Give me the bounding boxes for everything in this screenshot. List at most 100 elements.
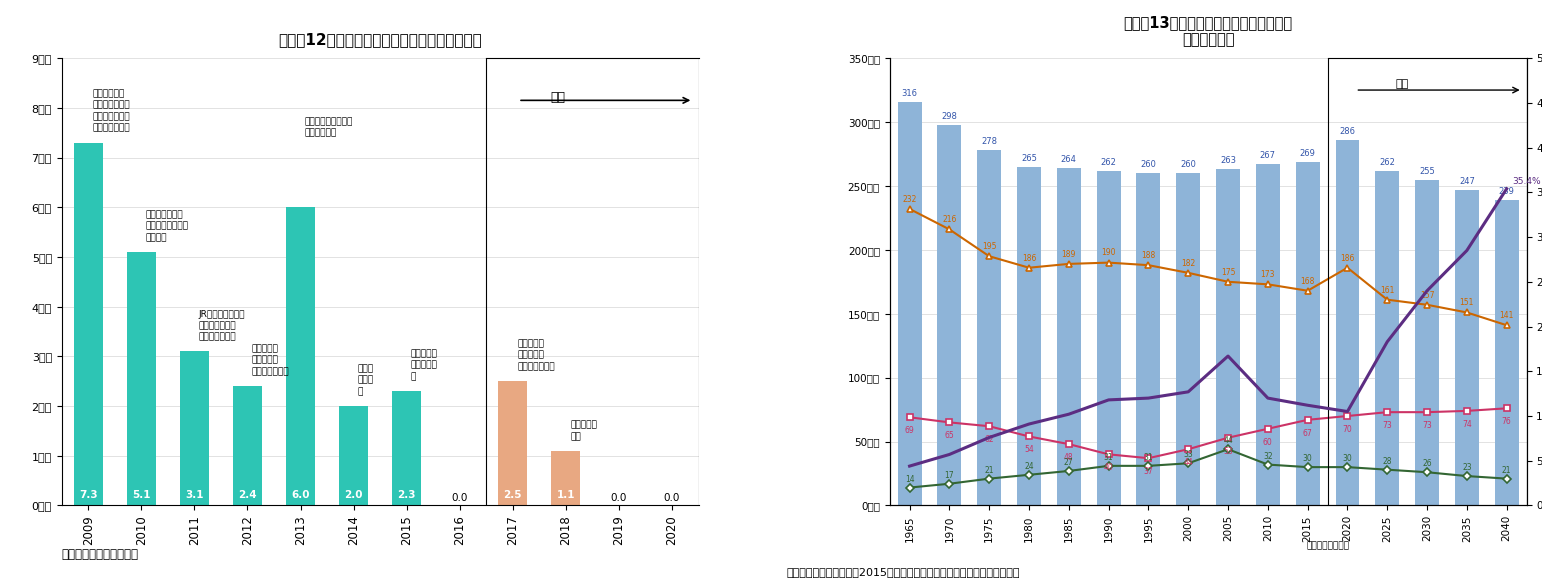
Text: 40: 40: [1104, 463, 1113, 472]
Text: 35.4%: 35.4%: [1513, 177, 1542, 187]
Text: 31: 31: [1144, 453, 1153, 462]
Text: 梅田阪急、富国
生命、本町ガーデ
ンシティ: 梅田阪急、富国 生命、本町ガーデ ンシティ: [145, 210, 188, 242]
Text: 37: 37: [1144, 467, 1153, 476]
Text: 3.1: 3.1: [185, 490, 204, 500]
Text: 60: 60: [1263, 437, 1272, 447]
Text: 2.4: 2.4: [237, 490, 258, 500]
Text: 中之島フェ
スティバル
タワーイースト: 中之島フェ スティバル タワーイースト: [251, 345, 290, 376]
Text: 31: 31: [1104, 453, 1113, 462]
Text: あべの
ハルカ
ス: あべの ハルカ ス: [358, 364, 375, 396]
Text: 44: 44: [1223, 436, 1234, 446]
Text: 53: 53: [1223, 447, 1234, 456]
Bar: [1217, 169, 1240, 505]
Text: 23: 23: [1462, 463, 1471, 472]
Text: （実績）（予測）: （実績）（予測）: [1306, 541, 1349, 550]
Text: 2.5: 2.5: [504, 490, 523, 500]
Text: 265: 265: [1021, 154, 1036, 163]
Text: 予測: 予測: [550, 91, 564, 105]
Text: 21: 21: [984, 466, 995, 475]
Text: 182: 182: [1181, 259, 1195, 268]
Text: 30: 30: [1343, 454, 1352, 463]
Text: 69: 69: [905, 426, 914, 435]
Bar: [339, 406, 369, 505]
Text: 32: 32: [1263, 452, 1272, 461]
Text: 0.0: 0.0: [665, 493, 680, 503]
Text: 0.0: 0.0: [452, 493, 467, 503]
Text: 予測: 予測: [1396, 78, 1408, 89]
Bar: [1255, 164, 1280, 505]
Text: 14: 14: [905, 475, 914, 484]
Text: 168: 168: [1300, 277, 1315, 286]
Text: 65: 65: [945, 431, 954, 440]
Text: 67: 67: [1303, 429, 1312, 437]
Text: 27: 27: [1064, 458, 1073, 467]
Text: 1.1: 1.1: [557, 490, 575, 500]
Bar: [1056, 168, 1081, 505]
Text: 0.0: 0.0: [611, 493, 628, 503]
Text: 33: 33: [1183, 450, 1194, 460]
Text: 6.0: 6.0: [291, 490, 310, 500]
Bar: [285, 207, 315, 505]
Text: 188: 188: [1141, 251, 1155, 260]
Bar: [978, 150, 1001, 505]
Text: 255: 255: [1419, 167, 1436, 175]
Text: 239: 239: [1499, 187, 1514, 196]
Bar: [1375, 171, 1399, 505]
Text: 73: 73: [1422, 421, 1433, 430]
Text: 26: 26: [1422, 460, 1433, 468]
Bar: [1335, 140, 1360, 505]
Text: 21: 21: [1502, 466, 1511, 475]
Text: 195: 195: [982, 242, 996, 251]
Text: 278: 278: [981, 137, 998, 146]
Text: 247: 247: [1459, 177, 1474, 186]
Text: 2.0: 2.0: [344, 490, 362, 500]
Text: 298: 298: [942, 112, 958, 121]
Bar: [392, 391, 421, 505]
Bar: [1018, 167, 1041, 505]
Bar: [1456, 190, 1479, 505]
Bar: [74, 142, 103, 505]
Text: 新南海会館
ビル: 新南海会館 ビル: [571, 421, 597, 441]
Text: 269: 269: [1300, 149, 1315, 158]
Text: 74: 74: [1462, 420, 1471, 429]
Text: 151: 151: [1460, 299, 1474, 307]
Text: （出所）三幸エステート: （出所）三幸エステート: [62, 548, 139, 561]
Text: 76: 76: [1502, 417, 1511, 426]
Text: 263: 263: [1220, 156, 1237, 166]
Text: JR大阪ノースゲー
トビル、本町南
ガーデンシティ: JR大阪ノースゲー トビル、本町南 ガーデンシティ: [199, 310, 245, 342]
Bar: [1177, 173, 1200, 505]
Bar: [180, 352, 210, 505]
Text: 262: 262: [1379, 158, 1396, 167]
Text: 260: 260: [1180, 160, 1197, 169]
Text: 173: 173: [1260, 270, 1275, 279]
Bar: [1096, 171, 1121, 505]
Bar: [897, 102, 922, 505]
Text: 216: 216: [942, 216, 956, 224]
Text: 70: 70: [1343, 425, 1352, 434]
Text: 中之島フェ
スティバル
タワーウェスト: 中之島フェ スティバル タワーウェスト: [517, 339, 555, 371]
Text: 62: 62: [984, 435, 995, 444]
Text: 260: 260: [1141, 160, 1156, 169]
Text: 186: 186: [1022, 254, 1036, 263]
Text: 30: 30: [1303, 454, 1312, 463]
Text: 24: 24: [1024, 462, 1033, 471]
Text: マルイト難波
中之島ダイビル
淀屋橋スクエア
土佐堀ダイビル: マルイト難波 中之島ダイビル 淀屋橋スクエア 土佐堀ダイビル: [93, 89, 130, 132]
Bar: [498, 381, 527, 505]
Text: グランフロント大阪
ダイビル本館: グランフロント大阪 ダイビル本館: [305, 117, 353, 138]
Bar: [126, 252, 156, 505]
Text: 189: 189: [1061, 250, 1076, 259]
Text: 267: 267: [1260, 152, 1275, 160]
Text: 73: 73: [1382, 421, 1392, 430]
Text: 186: 186: [1340, 254, 1354, 263]
Text: 190: 190: [1101, 249, 1116, 257]
Text: 264: 264: [1061, 155, 1076, 164]
Text: 54: 54: [1024, 446, 1033, 454]
Text: 44: 44: [1183, 458, 1194, 467]
Bar: [1136, 173, 1160, 505]
Bar: [1416, 180, 1439, 505]
Text: 161: 161: [1380, 286, 1394, 295]
Text: 232: 232: [902, 195, 917, 204]
Text: 141: 141: [1499, 311, 1514, 320]
Text: 262: 262: [1101, 158, 1116, 167]
Text: 7.3: 7.3: [79, 490, 97, 500]
